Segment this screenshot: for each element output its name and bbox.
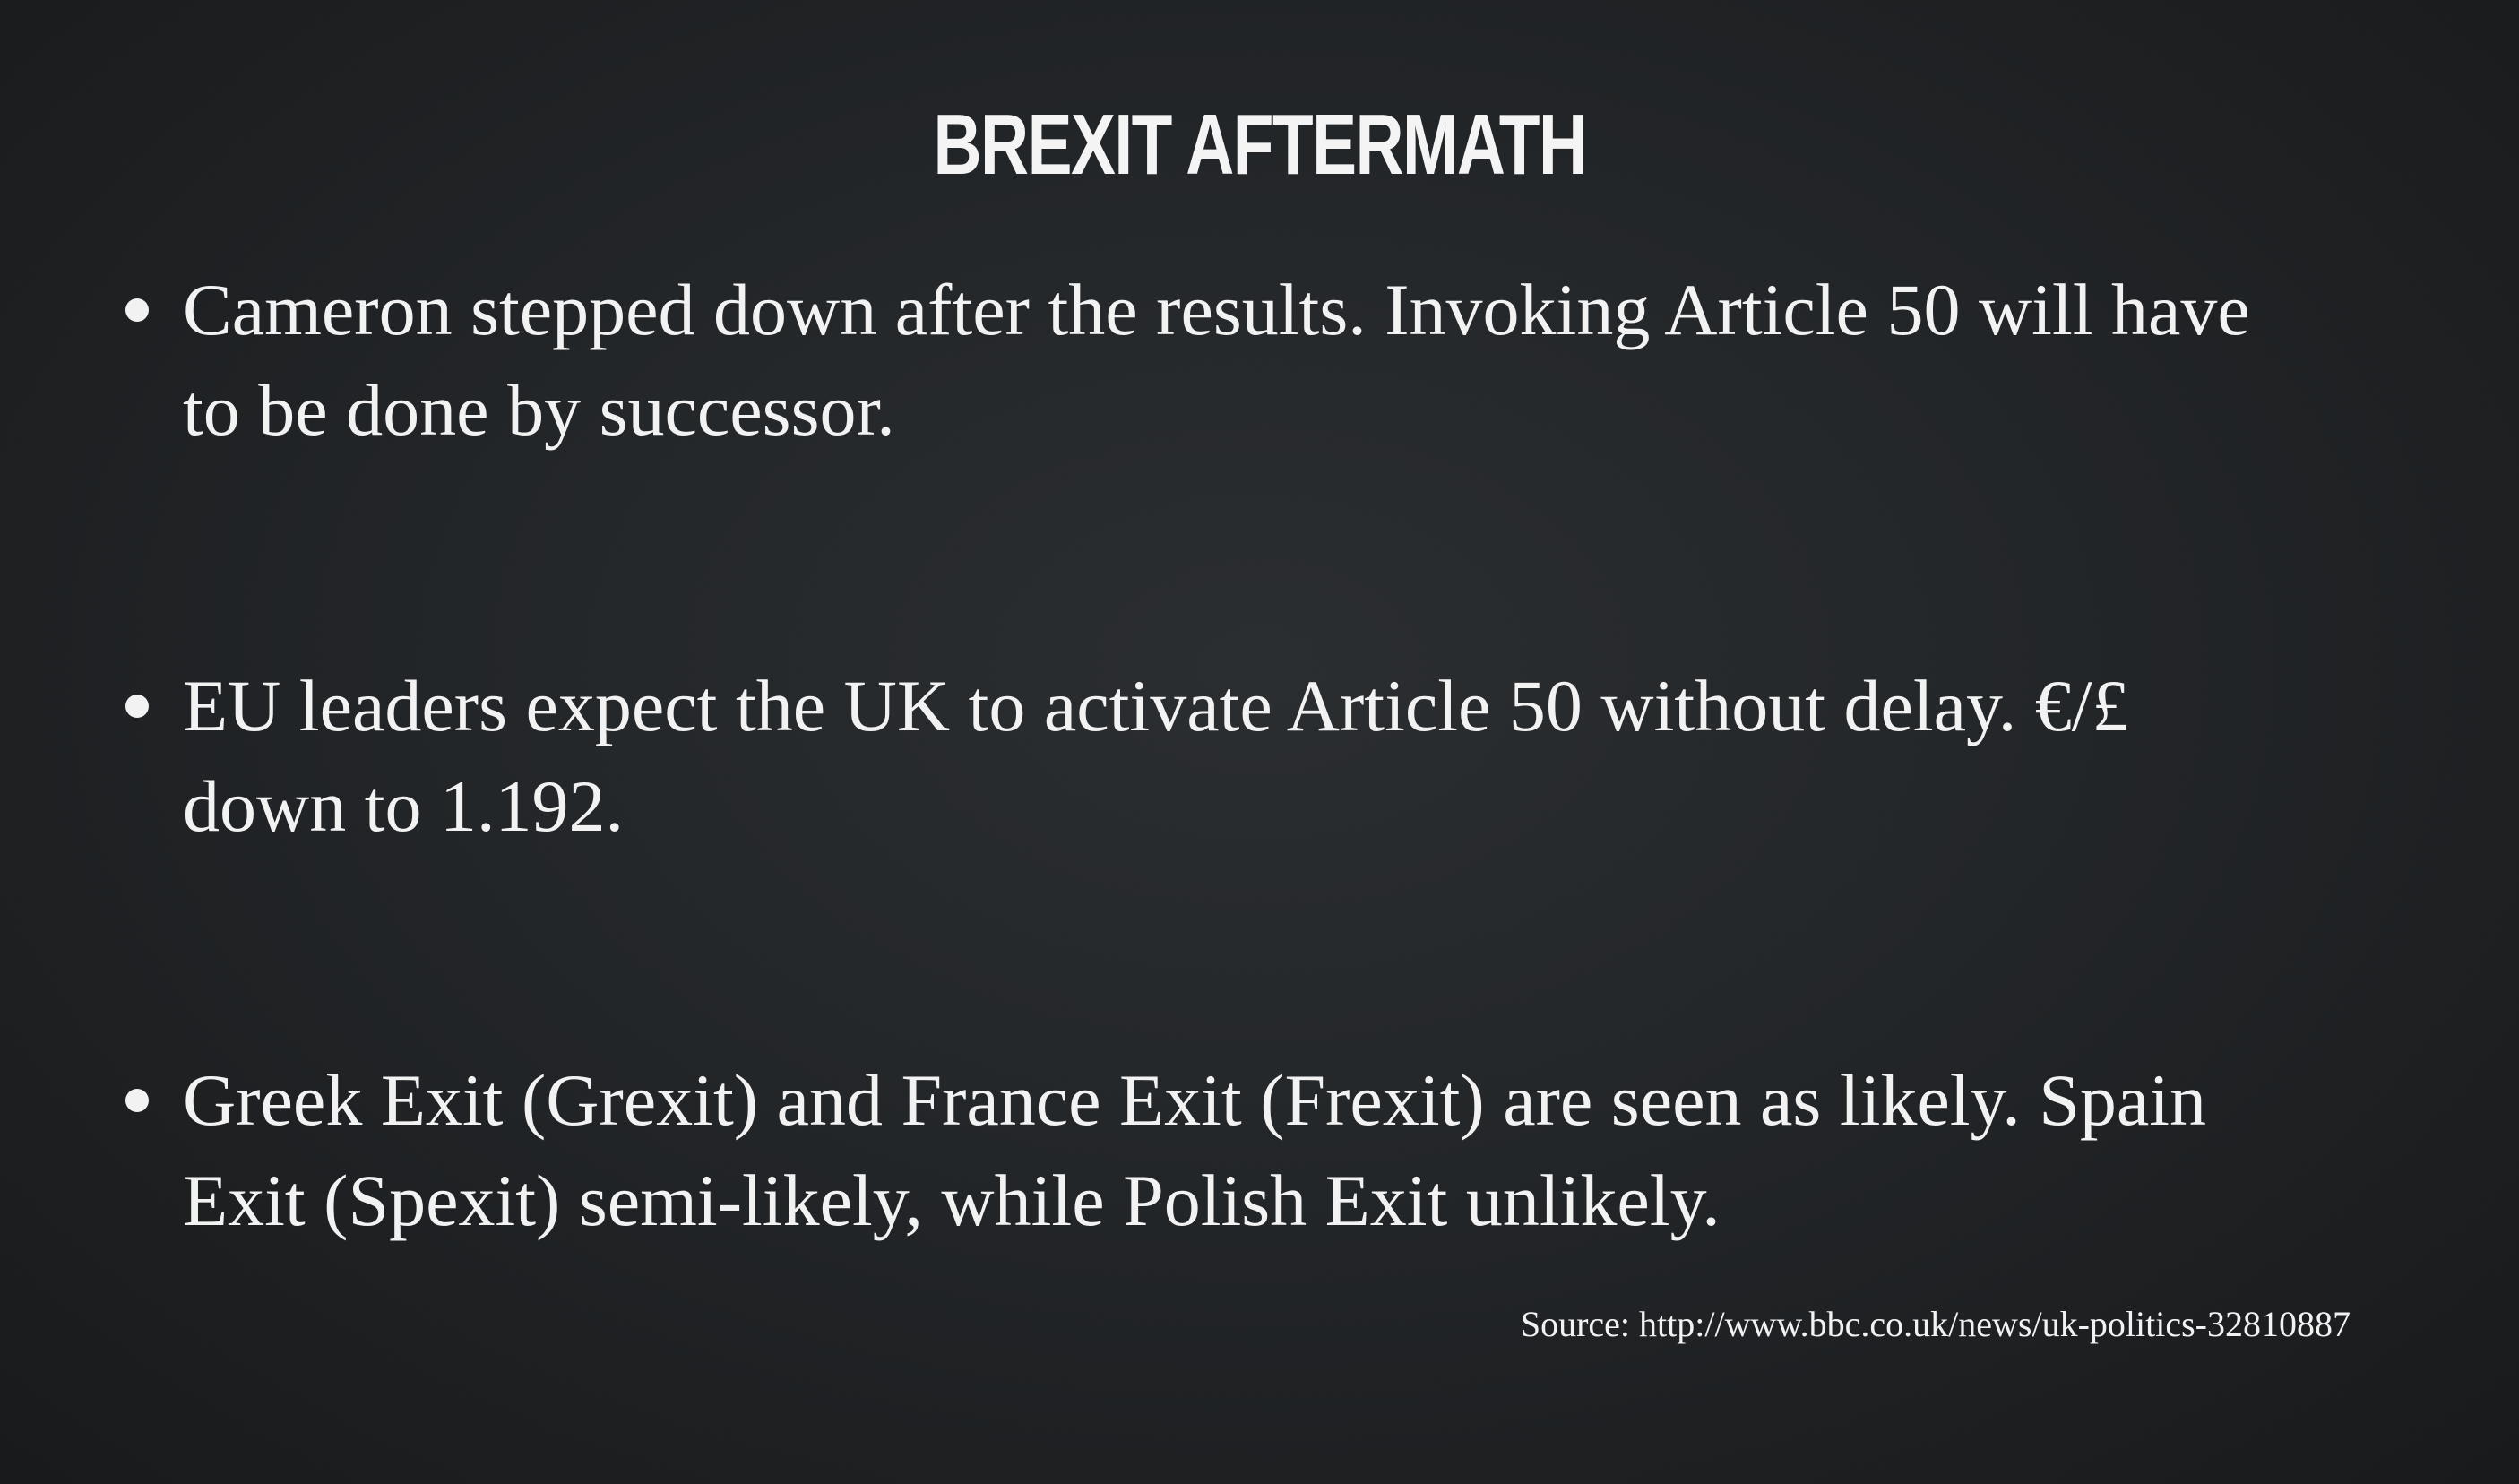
bullet-text: EU leaders expect the UK to activate Art… [183,656,2519,857]
bullet-line: Exit (Spexit) semi-likely, while Polish … [183,1160,1721,1241]
bullet-line: down to 1.192. [183,765,624,847]
slide-title: BREXIT AFTERMATH [933,97,1587,193]
bullet-line: Cameron stepped down after the results. … [183,269,2250,350]
bullet-text: Greek Exit (Grexit) and France Exit (Fre… [183,1050,2519,1251]
bullet-line: Greek Exit (Grexit) and France Exit (Fre… [183,1059,2207,1141]
bullet-text: Cameron stepped down after the results. … [183,260,2519,461]
bullet-line: to be done by successor. [183,369,895,451]
source-citation: Source: http://www.bbc.co.uk/news/uk-pol… [1520,1304,2351,1344]
bullet-point-icon [125,695,149,718]
bullet-line: EU leaders expect the UK to activate Art… [183,665,2129,746]
bullet-point-icon [125,298,149,322]
bullet-point-icon [125,1089,149,1112]
